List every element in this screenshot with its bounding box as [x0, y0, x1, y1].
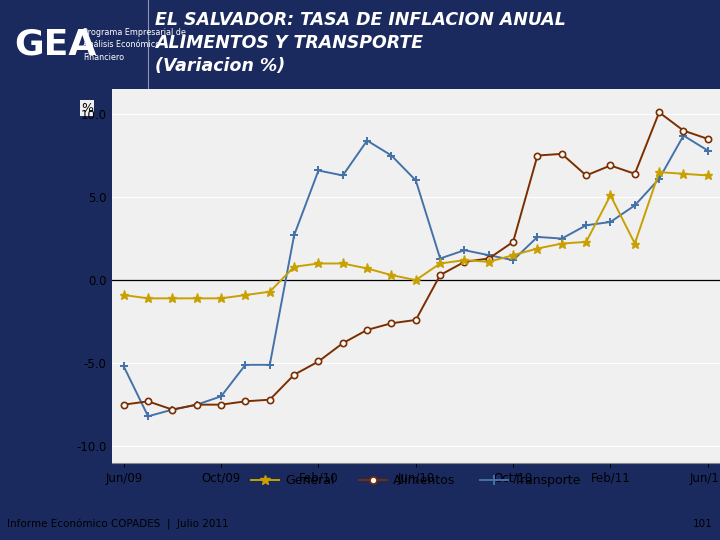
- Text: EL SALVADOR: TASA DE INFLACION ANUAL
ALIMENTOS Y TRANSPORTE
(Variacion %): EL SALVADOR: TASA DE INFLACION ANUAL ALI…: [155, 11, 566, 75]
- General: [387, 272, 396, 278]
- Transporte: [412, 177, 420, 184]
- Transporte: [266, 362, 274, 368]
- Alimentos: [217, 401, 225, 408]
- General: [703, 172, 712, 179]
- Alimentos: [314, 358, 323, 365]
- Legend: General, Alimentos, Transporte: General, Alimentos, Transporte: [246, 469, 585, 492]
- Transporte: [144, 413, 153, 420]
- Alimentos: [582, 172, 590, 179]
- General: [144, 295, 153, 302]
- Line: General: General: [120, 167, 712, 303]
- Transporte: [460, 247, 469, 253]
- General: [679, 171, 688, 177]
- Transporte: [192, 401, 201, 408]
- General: [192, 295, 201, 302]
- Alimentos: [168, 407, 177, 413]
- Transporte: [606, 219, 615, 225]
- General: [241, 292, 250, 298]
- General: [606, 192, 615, 199]
- General: [338, 260, 347, 267]
- General: [436, 260, 444, 267]
- Alimentos: [120, 401, 128, 408]
- Text: Programa Empresarial de
Análisis Económico -
Financiero: Programa Empresarial de Análisis Económi…: [83, 28, 186, 62]
- Alimentos: [289, 372, 299, 378]
- Alimentos: [631, 171, 639, 177]
- General: [557, 240, 566, 247]
- Transporte: [679, 132, 688, 139]
- Transporte: [168, 407, 177, 413]
- General: [582, 239, 590, 245]
- Transporte: [533, 234, 542, 240]
- Alimentos: [606, 162, 615, 168]
- Alimentos: [192, 401, 201, 408]
- Transporte: [241, 362, 250, 368]
- Alimentos: [436, 272, 444, 278]
- Transporte: [120, 363, 128, 370]
- Alimentos: [655, 109, 664, 116]
- Transporte: [655, 176, 664, 182]
- Alimentos: [387, 320, 396, 327]
- Alimentos: [509, 239, 518, 245]
- Alimentos: [557, 151, 566, 157]
- Line: Transporte: Transporte: [120, 131, 712, 421]
- Line: Alimentos: Alimentos: [121, 109, 711, 413]
- Transporte: [338, 172, 347, 179]
- General: [289, 264, 299, 270]
- General: [412, 277, 420, 284]
- Transporte: [436, 255, 444, 262]
- Transporte: [363, 137, 372, 144]
- Text: %: %: [81, 102, 93, 114]
- General: [460, 257, 469, 264]
- Transporte: [289, 232, 299, 239]
- General: [217, 295, 225, 302]
- Transporte: [582, 222, 590, 228]
- General: [533, 245, 542, 252]
- General: [363, 265, 372, 272]
- Alimentos: [533, 152, 542, 159]
- Text: GEA: GEA: [14, 28, 96, 62]
- Text: Informe Económico COPADES  |  Julio 2011: Informe Económico COPADES | Julio 2011: [7, 519, 229, 530]
- Alimentos: [241, 398, 250, 404]
- General: [509, 252, 518, 259]
- Transporte: [631, 202, 639, 208]
- Alimentos: [144, 398, 153, 404]
- Alimentos: [703, 136, 712, 142]
- General: [655, 169, 664, 176]
- Alimentos: [412, 317, 420, 323]
- Transporte: [485, 252, 493, 259]
- Transporte: [314, 167, 323, 174]
- Alimentos: [266, 396, 274, 403]
- Transporte: [557, 235, 566, 242]
- General: [168, 295, 177, 302]
- Transporte: [387, 152, 396, 159]
- General: [266, 288, 274, 295]
- Transporte: [703, 147, 712, 154]
- Alimentos: [679, 127, 688, 134]
- Transporte: [217, 393, 225, 400]
- Alimentos: [363, 327, 372, 333]
- Text: 101: 101: [693, 519, 713, 529]
- Alimentos: [338, 340, 347, 347]
- General: [120, 292, 128, 298]
- General: [314, 260, 323, 267]
- Alimentos: [485, 255, 493, 262]
- Alimentos: [460, 259, 469, 265]
- Transporte: [509, 257, 518, 264]
- General: [485, 259, 493, 265]
- General: [631, 240, 639, 247]
